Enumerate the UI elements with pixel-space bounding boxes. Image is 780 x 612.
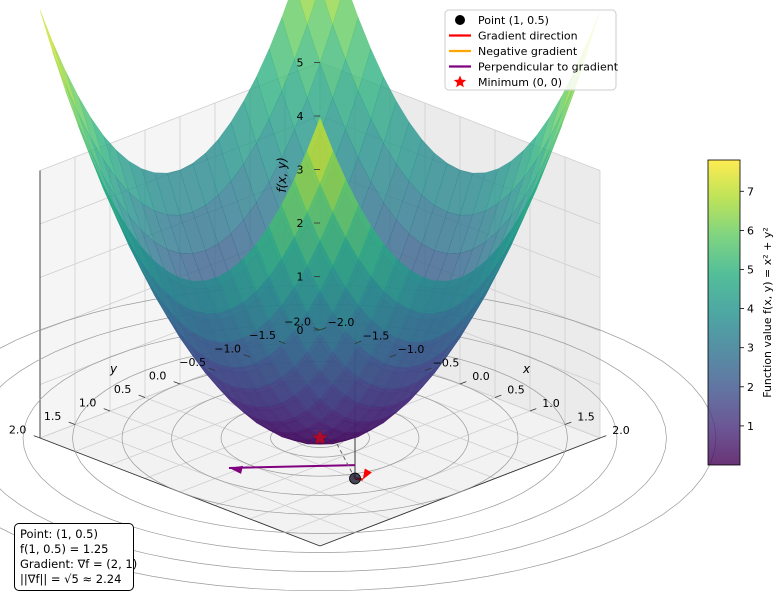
z-tick-label: 0	[297, 324, 304, 337]
contour-line	[171, 380, 469, 496]
y-tick-mark	[68, 421, 76, 425]
gradient-info-box: Point: (1, 0.5) f(1, 0.5) = 1.25 Gradien…	[14, 523, 138, 591]
surface-plot	[39, 0, 601, 445]
info-value: f(1, 0.5) = 1.25	[20, 542, 109, 556]
y-tick-mark	[278, 340, 286, 344]
legend-label: Point (1, 0.5)	[478, 14, 549, 27]
y-tick-mark	[208, 367, 216, 371]
y-tick-mark	[103, 408, 111, 412]
x-tick-label: 1.5	[577, 410, 595, 423]
x-tick-label: −1.0	[398, 343, 425, 356]
marker-layer	[312, 429, 372, 485]
y-tick-label: −1.5	[249, 329, 276, 342]
contour-line	[22, 323, 618, 553]
x-tick-mark	[494, 394, 502, 398]
surface-patch	[52, 42, 79, 114]
colorbar-gradient	[707, 159, 741, 466]
colorbar-tick-label: 3	[747, 342, 754, 355]
minimum-marker	[312, 429, 328, 445]
y-tick-label: 1.0	[79, 396, 97, 409]
y-tick-label: 0.0	[149, 369, 167, 382]
y-tick-mark	[313, 327, 321, 331]
contour-line	[72, 342, 568, 534]
perpendicular-vector	[228, 464, 356, 469]
y-tick-label: 0.5	[114, 383, 132, 396]
x-tick-label: 0.5	[507, 383, 525, 396]
colorbar-label: Function value f(x, y) = x² + y²	[761, 227, 774, 398]
x-tick-label: 2.0	[612, 424, 630, 437]
x-axis-label: x	[522, 362, 531, 376]
x-tick-label: −1.5	[363, 329, 390, 342]
info-gradient: Gradient: ∇f = (2, 1)	[20, 557, 138, 571]
surface-patch	[65, 70, 92, 139]
legend: Point (1, 0.5) Gradient direction Negative…	[444, 9, 619, 91]
axis-labels: y x f(x, y)	[109, 157, 531, 376]
y-tick-mark	[243, 354, 251, 358]
legend-label: Perpendicular to gradient	[478, 61, 619, 74]
colorbar-tick-label: 5	[747, 263, 754, 276]
colorbar: 1 2 3 4 5 6 7 Function value f(x, y) = x² + y²	[707, 159, 774, 466]
colorbar-tick-label: 6	[747, 224, 754, 237]
point-marker	[349, 472, 361, 485]
y-tick-label: −0.5	[179, 356, 206, 369]
z-tick-label: 5	[297, 57, 304, 70]
x-tick-mark	[599, 435, 607, 439]
y-tick-mark	[173, 381, 181, 385]
y-tick-label: −2.0	[284, 315, 311, 328]
x-tick-mark	[424, 367, 432, 371]
surface-patch	[307, 117, 333, 184]
gradient-arrowhead	[362, 468, 372, 480]
colorbar-tick-label: 2	[747, 381, 754, 394]
y-tick-label: 1.5	[44, 410, 62, 423]
x-tick-mark	[459, 381, 467, 385]
z-tick-label: 3	[297, 164, 304, 177]
z-tick-label: 4	[297, 110, 304, 123]
z-tick-label: 1	[297, 271, 304, 284]
x-tick-label: −2.0	[328, 316, 355, 329]
legend-star-swatch	[453, 75, 467, 88]
legend-label: Negative gradient	[478, 45, 578, 58]
axis-ticks: −2.0 −1.5 −1.0 −0.5 0.0 0.5 1.0 1.5 2.0 2.0 1.5 1.0…	[9, 57, 630, 439]
x-tick-label: −0.5	[433, 356, 460, 369]
surface-patch	[52, 51, 79, 123]
surface-patch	[39, 9, 66, 85]
colorbar-tick-label: 1	[747, 420, 754, 433]
x-tick-mark	[319, 327, 327, 331]
legend-frame	[444, 9, 617, 91]
colorbar-tick-label: 7	[747, 185, 754, 198]
y-tick-mark	[33, 435, 41, 439]
x-tick-mark	[389, 354, 397, 358]
perpendicular-arrowhead	[229, 465, 243, 474]
y-axis-label: y	[109, 362, 118, 376]
info-norm: ||∇f|| = √5 ≈ 2.24	[20, 572, 122, 586]
legend-label: Minimum (0, 0)	[478, 76, 562, 89]
legend-label: Gradient direction	[478, 30, 578, 43]
y-tick-mark	[138, 394, 146, 398]
x-tick-label: 1.0	[542, 397, 560, 410]
y-tick-label: 2.0	[9, 423, 27, 436]
contour-line	[0, 304, 667, 572]
colorbar-tick-label: 4	[747, 303, 754, 316]
x-tick-mark	[564, 421, 572, 425]
z-tick-label: 2	[297, 217, 304, 230]
info-point: Point: (1, 0.5)	[20, 527, 98, 541]
z-axis-label: f(x, y)	[275, 157, 289, 192]
contour-line	[0, 284, 717, 592]
legend-point-swatch	[455, 15, 465, 25]
x-tick-label: 0.0	[472, 370, 490, 383]
x-tick-mark	[529, 408, 537, 412]
y-tick-label: −1.0	[214, 342, 241, 355]
x-tick-mark	[354, 340, 362, 344]
